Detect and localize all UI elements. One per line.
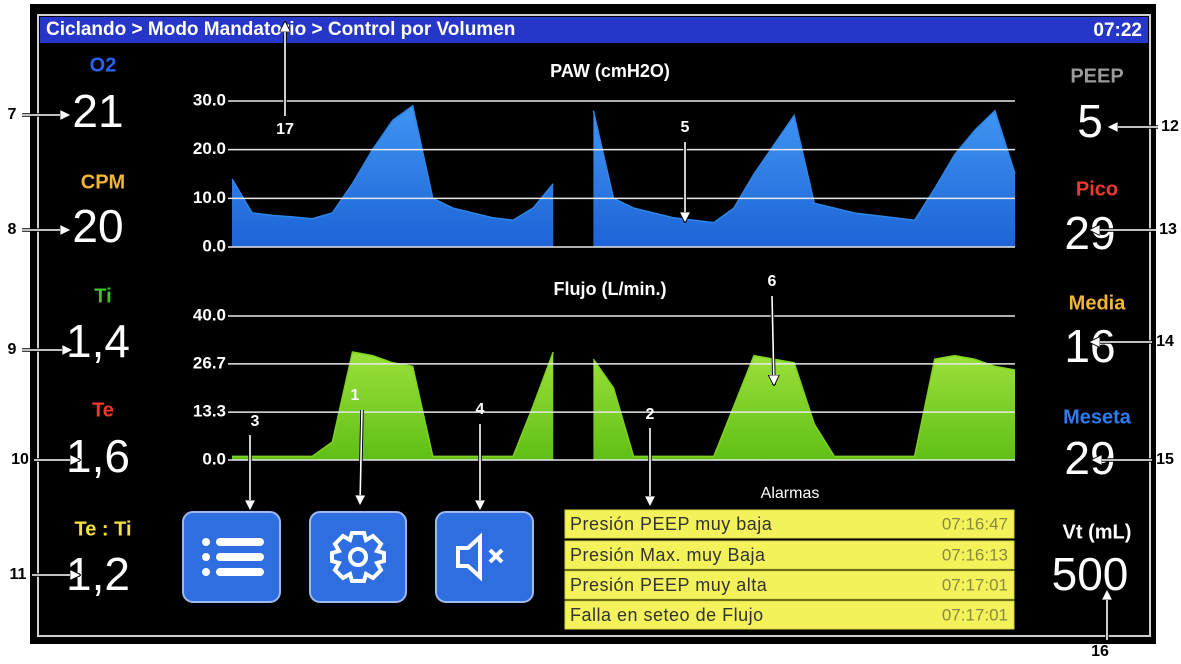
param-value: 29 (1064, 207, 1115, 259)
param-label: Pico (1076, 178, 1118, 200)
alarm-message: Presión PEEP muy alta (570, 575, 768, 595)
y-tick-label: 0.0 (202, 236, 226, 255)
alarm-message: Falla en seteo de Flujo (570, 605, 764, 625)
annotation-number: 12 (1161, 118, 1179, 135)
y-tick-label: 13.3 (193, 402, 226, 421)
param-label: Ti (94, 285, 111, 307)
clock: 07:22 (1093, 20, 1142, 41)
param-label: PEEP (1070, 65, 1123, 87)
alarm-time: 07:16:13 (942, 545, 1008, 564)
alarm-row: Presión PEEP muy baja 07:16:47 (565, 510, 1014, 538)
param-value: 1,4 (66, 315, 130, 367)
annotation-number: 14 (1156, 333, 1174, 350)
alarm-row: Falla en seteo de Flujo 07:17:01 (565, 601, 1014, 629)
param-value: 21 (72, 85, 123, 137)
alarm-message: Presión Max. muy Baja (570, 545, 766, 565)
ventilator-screen: Ciclando > Modo Mandatorio > Control por… (0, 0, 1181, 664)
param-value: 1,6 (66, 430, 130, 482)
y-tick-label: 30.0 (193, 90, 226, 109)
y-tick-label: 40.0 (193, 305, 226, 324)
param-label: Te (92, 399, 114, 421)
alarm-row: Presión PEEP muy alta 07:17:01 (565, 571, 1014, 599)
alarms-title: Alarmas (761, 485, 820, 502)
param-value: 16 (1064, 320, 1115, 372)
mute-button[interactable] (436, 512, 533, 602)
param-value: 5 (1077, 95, 1103, 147)
param-label: Te : Ti (74, 518, 131, 540)
annotation-number: 15 (1156, 451, 1174, 468)
annotation-number: 11 (10, 566, 27, 583)
annotation-number: 3 (251, 413, 260, 430)
chart-title: PAW (cmH2O) (550, 61, 670, 81)
alarm-time: 07:16:47 (942, 514, 1008, 533)
alarm-time: 07:17:01 (942, 605, 1008, 624)
param-label: Meseta (1063, 406, 1132, 428)
alarm-message: Presión PEEP muy baja (570, 514, 773, 534)
param-value: 20 (72, 200, 123, 252)
param-value: 29 (1064, 432, 1115, 484)
annotation-number: 1 (351, 387, 360, 404)
annotation-number: 10 (11, 451, 29, 468)
y-tick-label: 20.0 (193, 139, 226, 158)
annotation-number: 7 (8, 106, 17, 123)
breadcrumb: Ciclando > Modo Mandatorio > Control por… (46, 19, 515, 40)
button-bg (436, 512, 533, 602)
param-value: 500 (1052, 548, 1129, 600)
y-tick-label: 0.0 (202, 449, 226, 468)
annotation-number: 2 (646, 406, 655, 423)
param-label: Vt (mL) (1063, 521, 1132, 543)
menu-button[interactable] (183, 512, 280, 602)
param-label: CPM (81, 171, 125, 193)
settings-button[interactable] (310, 512, 406, 602)
annotation-number: 9 (8, 341, 17, 358)
chart-title: Flujo (L/min.) (554, 279, 667, 299)
y-tick-label: 10.0 (193, 188, 226, 207)
param-label: Media (1069, 292, 1127, 314)
annotation-number: 16 (1091, 643, 1109, 660)
annotation-number: 4 (476, 401, 485, 418)
annotation-number: 17 (276, 121, 294, 138)
alarm-time: 07:17:01 (942, 575, 1008, 594)
param-label: O2 (90, 54, 117, 76)
button-bg (310, 512, 406, 602)
annotation-number: 5 (681, 119, 690, 136)
annotation-number: 8 (8, 221, 17, 238)
annotation-number: 6 (768, 273, 777, 290)
alarm-row: Presión Max. muy Baja 07:16:13 (565, 541, 1014, 569)
annotation-number: 13 (1159, 221, 1177, 238)
y-tick-label: 26.7 (193, 353, 226, 372)
